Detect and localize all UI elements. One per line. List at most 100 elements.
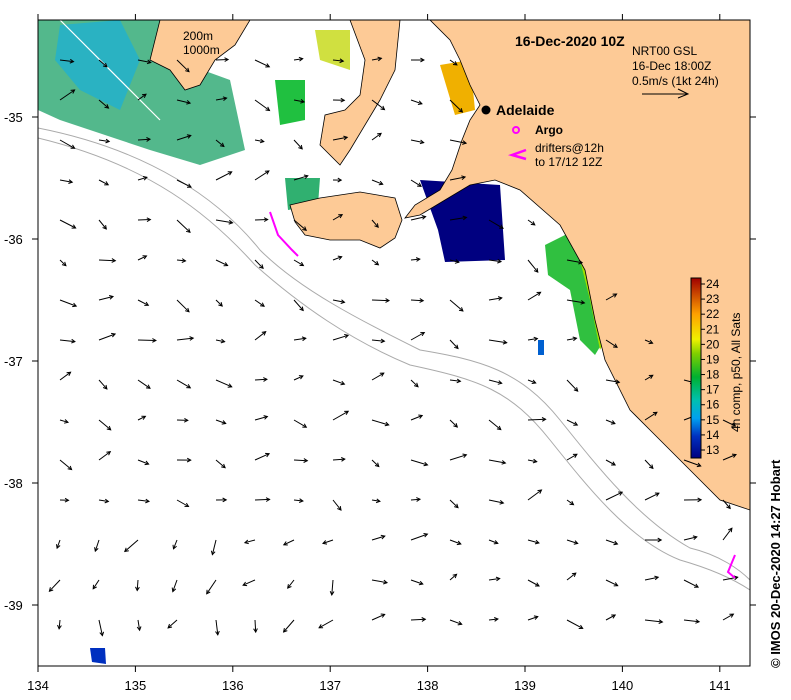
current-arrowhead	[184, 307, 190, 313]
current-arrow	[644, 411, 658, 421]
current-arrowhead	[71, 338, 76, 344]
current-arrowhead	[71, 224, 77, 229]
current-arrow	[332, 59, 344, 62]
current-arrow	[98, 296, 114, 301]
current-arrow	[371, 219, 379, 228]
current-arrowhead	[416, 497, 422, 502]
current-arrow	[644, 459, 654, 469]
current-arrow	[488, 419, 502, 430]
current-arrow	[488, 339, 507, 344]
current-arrow	[283, 619, 295, 633]
colorbar-tick-label: 14	[706, 428, 720, 442]
current-arrowhead	[104, 104, 110, 109]
current-arrow	[98, 179, 109, 186]
current-arrow	[449, 379, 461, 382]
current-arrow	[449, 216, 467, 221]
current-arrow	[410, 258, 420, 261]
current-arrow	[244, 539, 256, 544]
current-arrow	[488, 539, 498, 544]
current-arrow	[254, 170, 270, 181]
current-arrowhead	[578, 624, 584, 629]
current-arrow	[242, 579, 256, 586]
land	[149, 20, 750, 511]
current-arrow	[566, 572, 577, 581]
current-arrow	[59, 339, 75, 343]
current-arrowhead	[534, 539, 540, 545]
current-arrowhead	[383, 579, 389, 585]
current-arrow	[371, 579, 388, 584]
current-arrowhead	[613, 582, 619, 587]
eyre-peninsula	[149, 20, 251, 91]
current-arrowhead	[378, 180, 384, 186]
current-arrow	[488, 618, 498, 621]
current-arrow	[605, 539, 618, 545]
current-arrowhead	[497, 296, 503, 301]
current-arrow	[176, 135, 191, 141]
x-tick-label: 140	[612, 678, 634, 693]
current-arrow	[293, 175, 308, 181]
current-arrowhead	[302, 226, 308, 231]
current-arrowhead	[261, 331, 267, 336]
current-arrow	[137, 138, 151, 141]
current-arrow	[566, 419, 578, 426]
bathymetry-contours	[38, 20, 750, 591]
current-arrowhead	[652, 411, 658, 417]
current-arrowhead	[615, 379, 621, 385]
current-arrow	[605, 419, 616, 425]
current-arrowhead	[573, 387, 579, 392]
current-arrowhead	[420, 331, 426, 337]
current-arrow	[254, 331, 267, 341]
current-arrow	[449, 259, 459, 263]
current-arrowhead	[68, 179, 74, 184]
current-arrow	[176, 379, 191, 389]
current-arrowhead	[658, 619, 664, 624]
current-arrowhead	[530, 221, 536, 226]
current-arrow	[94, 539, 100, 552]
current-arrowhead	[61, 261, 67, 267]
current-arrowhead	[384, 421, 390, 427]
current-arrowhead	[242, 581, 248, 587]
current-arrowhead	[340, 380, 346, 386]
current-arrowhead	[493, 540, 499, 545]
current-arrow	[644, 576, 659, 581]
current-arrow	[527, 418, 546, 421]
adelaide-marker	[481, 105, 491, 115]
current-arrow	[176, 59, 190, 73]
current-arrowhead	[102, 384, 108, 390]
current-arrowhead	[219, 142, 225, 148]
current-arrowhead	[502, 339, 508, 345]
current-arrowhead	[461, 175, 467, 180]
current-arrowhead	[497, 258, 503, 264]
current-arrowhead	[733, 575, 739, 581]
map-title: 16-Dec-2020 10Z	[515, 33, 625, 49]
current-arrowhead	[264, 170, 270, 175]
current-arrow	[254, 259, 264, 269]
current-arrow	[644, 619, 663, 623]
current-arrow	[527, 219, 536, 226]
current-arrow	[215, 259, 228, 267]
current-arrow	[137, 415, 146, 421]
argo-label: Argo	[535, 123, 563, 137]
current-arrowhead	[495, 576, 501, 582]
current-arrow	[167, 619, 178, 629]
current-arrow	[254, 416, 268, 421]
current-arrow	[59, 219, 76, 229]
current-arrow	[371, 459, 380, 467]
current-arrow	[137, 459, 149, 465]
current-arrow	[644, 492, 660, 501]
current-arrowhead	[385, 298, 391, 303]
current-arrowhead	[413, 382, 419, 388]
current-arrowhead	[206, 589, 211, 595]
current-arrow	[410, 379, 419, 388]
colorbar-tick-label: 23	[706, 292, 720, 306]
current-arrow	[59, 59, 74, 63]
x-tick-label: 138	[417, 678, 439, 693]
current-arrowhead	[221, 420, 227, 425]
current-arrowhead	[420, 57, 425, 63]
current-arrow	[449, 573, 457, 581]
axes: 134 135 136 137 138 139 140 141 -35 -36 -37 -38 -39	[4, 14, 756, 693]
current-arrowhead	[344, 410, 350, 415]
current-arrowhead	[340, 457, 346, 462]
current-arrowhead	[222, 96, 228, 101]
